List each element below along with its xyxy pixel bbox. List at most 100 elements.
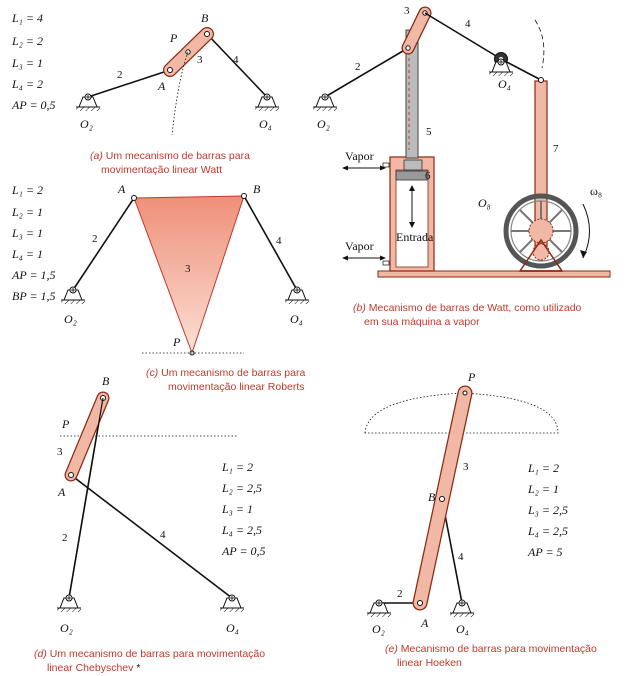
label-o2: O₂ [317, 117, 330, 131]
watt-param: L₁ = 4 [11, 11, 43, 25]
caption-a-line2: movimentação linear Watt [101, 164, 222, 176]
link-number-7: 7 [553, 143, 559, 155]
roberts-param: L₃ = 1 [11, 226, 43, 240]
link-number-2: 2 [62, 532, 68, 544]
piston [395, 170, 429, 181]
caption-c: (c) Um mecanismo de barras para [146, 367, 305, 379]
link-2 [324, 47, 409, 98]
label-b: B [102, 374, 110, 388]
label-b: B [428, 490, 436, 504]
link-number-5: 5 [426, 126, 432, 138]
link-number-4: 4 [276, 235, 282, 247]
ground-pivot-o2 [60, 286, 86, 305]
coupler-triangle-3 [133, 195, 245, 355]
arrow-left-icon [342, 165, 348, 171]
steam-engine-linkage: 3 4 2 5 6 7 O₂ O₄ O₈ ω₈ Vapor Vapor Entr… [312, 5, 611, 328]
label-entrada: Entrada [396, 230, 434, 244]
arrow-left-icon [342, 255, 348, 261]
link-number-3: 3 [185, 263, 191, 275]
caption-c-line2: movimentação linear Roberts [168, 381, 305, 393]
caption-d: (d) Um mecanismo de barras para moviment… [34, 648, 265, 660]
watt-param: L₂ = 2 [11, 34, 43, 48]
link-number-3: 3 [463, 461, 469, 473]
label-a: A [57, 485, 66, 499]
caption-a: (a) Um mecanismo de barras para [90, 150, 250, 162]
label-o2: O₂ [80, 117, 93, 131]
pin-a [167, 67, 173, 73]
flywheel-rim [503, 193, 579, 269]
arrow-up-icon [409, 185, 415, 191]
link-2-overlay [68, 397, 104, 599]
hoeken-param: AP = 5 [527, 545, 563, 559]
watt-param: L₃ = 1 [11, 56, 43, 70]
ground-pivot-o2 [56, 594, 82, 613]
port [382, 162, 390, 168]
roberts-param: L₂ = 1 [11, 205, 43, 219]
link-number-2: 2 [117, 69, 123, 81]
link-number-6: 6 [425, 170, 431, 182]
label-o4: O₄ [226, 621, 239, 635]
label-o2: O₂ [372, 622, 385, 636]
link-number-3: 3 [57, 446, 63, 458]
ground-pivot-o4 [254, 93, 280, 112]
label-p: P [61, 417, 70, 431]
watt-linkage: L₁ = 4 L₂ = 2 L₃ = 1 L₄ = 2 AP = 0,5 B P… [11, 11, 280, 176]
chebyschev-param: L₁ = 2 [221, 460, 253, 474]
hoeken-param: L₃ = 2,5 [527, 503, 568, 517]
ground-pivot-o2 [312, 93, 338, 112]
arrow-right-icon [380, 165, 386, 171]
chebyschev-param: L₃ = 1 [221, 502, 253, 516]
link-2 [72, 197, 135, 291]
port [382, 260, 390, 266]
caption-d-line2: linear Chebyschev * [47, 662, 140, 674]
label-vapor-top: Vapor [345, 149, 374, 163]
label-o4: O₄ [290, 312, 303, 326]
label-p: P [172, 335, 181, 349]
arrow-head-icon [580, 250, 587, 258]
watt-param: L₄ = 2 [11, 77, 43, 91]
link-number-2: 2 [397, 588, 403, 600]
pinion-gear [532, 243, 550, 261]
link-4 [206, 33, 268, 98]
coupler-path [171, 51, 189, 136]
chebyschev-param: L₂ = 2,5 [221, 481, 262, 495]
gear-wheel [528, 218, 554, 244]
link-4 [70, 474, 233, 599]
link-number-2: 2 [355, 61, 361, 73]
arrow-down-icon [409, 222, 415, 228]
ground-pivot-o4 [284, 286, 310, 305]
link-number-2: 2 [92, 233, 98, 245]
link-3 [402, 7, 431, 54]
label-b: B [253, 182, 261, 196]
label-vapor-bottom: Vapor [345, 239, 374, 253]
ground-pivot-o4 [449, 599, 475, 618]
link-number-4: 4 [465, 18, 471, 30]
link-2 [87, 69, 171, 98]
hoeken-param: L₂ = 1 [527, 482, 559, 496]
link-number-3: 3 [197, 54, 203, 66]
label-a: A [117, 182, 126, 196]
label-o8: O₈ [478, 196, 491, 210]
roberts-param: AP = 1,5 [11, 268, 56, 282]
roberts-linkage: L₁ = 2 L₂ = 1 L₃ = 1 L₄ = 1 AP = 1,5 BP … [11, 182, 310, 393]
link-4 [424, 12, 502, 60]
piston-gland [403, 159, 423, 171]
label-p: P [467, 370, 476, 384]
arrow-right-icon [380, 255, 386, 261]
caption-b-line2: em sua máquina a vapor [364, 316, 480, 328]
hoeken-param: L₄ = 2,5 [527, 524, 568, 538]
label-o2: O₂ [64, 312, 77, 326]
link-3 [65, 392, 109, 481]
ground-pivot-o4 [219, 594, 245, 613]
pin-b [241, 193, 247, 199]
link-4 [243, 195, 298, 291]
pin [405, 45, 411, 51]
pin-b [439, 496, 445, 502]
ground-pivot-o2 [75, 93, 101, 112]
ground-pivot-o4 [488, 58, 514, 77]
beam-arc-path [534, 19, 545, 69]
rotation-arrow [582, 203, 590, 259]
hoeken-linkage: P 3 B 4 2 O₂ A O₄ L₁ = 2 L₂ = 1 L₃ = 2,5… [364, 370, 597, 669]
link-number-3: 3 [404, 5, 410, 17]
